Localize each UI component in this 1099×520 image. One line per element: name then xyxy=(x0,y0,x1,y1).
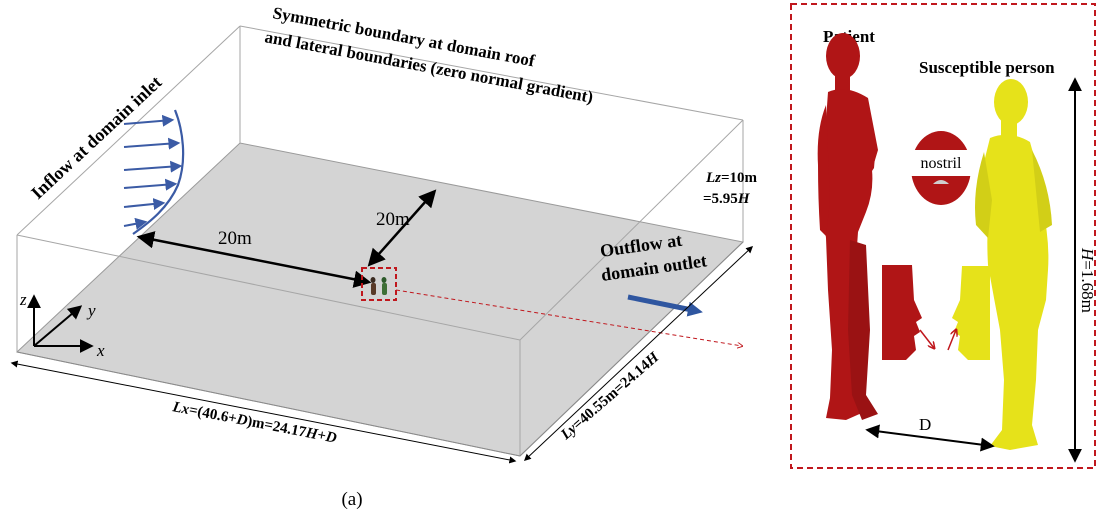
nostril-closeup: nostril xyxy=(911,131,971,205)
axis-z-label: z xyxy=(19,290,27,309)
dist-x-arrow xyxy=(136,231,372,288)
susceptible-face-profile xyxy=(952,266,990,360)
inflow-profile xyxy=(123,109,185,235)
domain-occupants xyxy=(361,267,397,301)
roof-boundary-label: Symmetric boundary at domain roof and la… xyxy=(263,3,594,106)
inflow-label: Inflow at domain inlet xyxy=(27,72,165,203)
nostril-label: nostril xyxy=(921,155,962,172)
dist-x-label: 20m xyxy=(218,228,252,249)
occupant-zoom-box xyxy=(361,267,397,301)
lz-label: Lz=10m =5.95H xyxy=(703,170,758,207)
axis-x-label: x xyxy=(96,341,105,360)
svg-text:=5.95H: =5.95H xyxy=(703,191,751,207)
svg-text:Lz=10m: Lz=10m xyxy=(705,170,758,186)
coordinate-axes: z y x xyxy=(19,290,105,360)
susceptible-label: Susceptible person xyxy=(919,58,1055,77)
ly-dimension-arrow xyxy=(523,246,754,461)
susceptible-figure xyxy=(975,79,1052,451)
lx-dimension-arrow xyxy=(10,360,517,464)
dist-y-arrow xyxy=(367,189,437,267)
figure-caption: (a) xyxy=(341,489,362,510)
patient-face-profile xyxy=(882,265,922,360)
axis-y-label: y xyxy=(86,301,96,320)
inflow-velocity-curve xyxy=(132,109,185,235)
height-label: H=1.68m xyxy=(1078,247,1097,313)
separation-arrow xyxy=(865,424,995,452)
dist-y-label: 20m xyxy=(376,209,410,230)
separation-label: D xyxy=(919,415,931,434)
inset-frame xyxy=(790,3,1096,469)
face-profile-closeups xyxy=(882,265,990,360)
patient-figure xyxy=(817,33,878,420)
